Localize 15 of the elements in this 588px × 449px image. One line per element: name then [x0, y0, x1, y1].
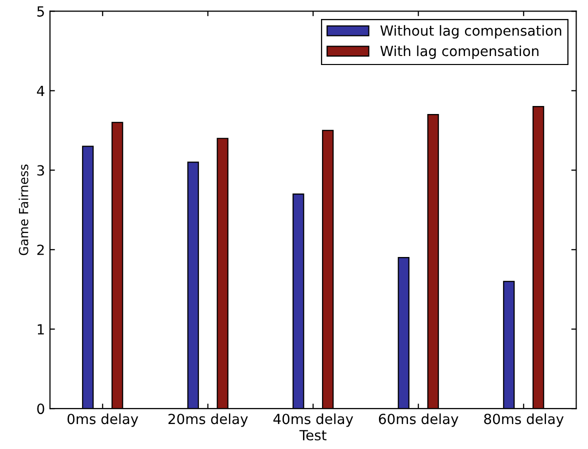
y-tick-label: 2	[37, 244, 44, 255]
y-tick-label: 3	[37, 165, 44, 176]
legend-label: With lag compensation	[380, 46, 538, 59]
x-tick-label: 20ms delay	[168, 413, 248, 427]
y-tick-label: 0	[37, 404, 44, 414]
x-tick-label: 40ms delay	[273, 413, 354, 427]
x-axis-title: Test	[299, 430, 326, 440]
legend-label: Without lag compensation	[380, 25, 562, 39]
x-tick-label: 80ms delay	[484, 413, 564, 427]
y-tick-label: 4	[36, 86, 44, 96]
y-tick-label: 5	[37, 6, 44, 17]
x-tick-label: 60ms delay	[378, 413, 458, 427]
y-tick-label: 1	[38, 324, 44, 334]
x-tick-label: 0ms delay	[68, 413, 138, 427]
y-axis-title: Game Fairness	[18, 164, 28, 256]
